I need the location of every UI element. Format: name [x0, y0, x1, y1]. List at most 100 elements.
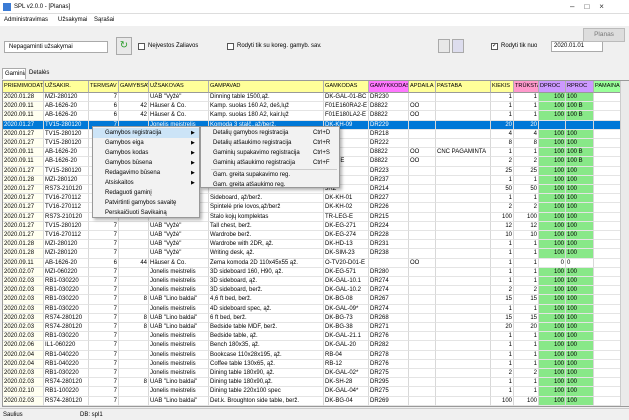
table-cell: RB1-030220: [44, 277, 89, 287]
separator: [211, 168, 337, 170]
scrollbar[interactable]: [620, 81, 629, 406]
table-cell: Žema komoda 2D 110x45x55 ąž.: [209, 258, 324, 268]
column-header[interactable]: TERMSAV: [89, 81, 119, 93]
table-cell: 7: [89, 341, 119, 351]
column-header[interactable]: KIEKIS: [491, 81, 514, 93]
table-cell: [324, 139, 369, 149]
submenu-option[interactable]: Gam. greita supakavimo reg.: [213, 172, 291, 178]
submenu-option[interactable]: Detalių gamybos registracija: [213, 130, 289, 136]
submenu-option[interactable]: Gam. greita atšaukimo reg.: [213, 182, 286, 188]
table-cell: Dinning table 1500,ąž.: [209, 93, 324, 103]
table-cell: MZI-280120: [44, 249, 89, 259]
table-cell: 2020.01.27: [3, 194, 44, 204]
menu-option[interactable]: Patvirtinti gamybos savaitę: [105, 200, 177, 206]
table-cell: [409, 249, 436, 259]
submenu-option[interactable]: Gaminių supakavimo registracija: [213, 150, 300, 156]
table-cell: 20: [491, 120, 514, 130]
status-bar: Saulius DB: spl1: [0, 408, 629, 420]
submenu-option[interactable]: Detalių atšaukimo registracija: [213, 140, 292, 146]
table-cell: 2020.02.03: [3, 332, 44, 342]
table-cell: Dining table 180x90, ąž.: [209, 369, 324, 379]
table-cell: MZI-280120: [44, 93, 89, 103]
table-cell: 2020.02.03: [3, 295, 44, 305]
menu-option[interactable]: Gamybos kodas: [105, 150, 149, 156]
table-cell: 7: [89, 313, 119, 323]
table-cell: TV15-280120: [44, 120, 89, 130]
menu-item[interactable]: Užsakymai: [58, 17, 88, 23]
table-cell: DK-EG-271: [324, 221, 369, 231]
column-header[interactable]: RPROC: [566, 81, 594, 93]
checkbox-label[interactable]: Rodyti tik su koreg. gamyb. sav.: [237, 43, 322, 49]
table-cell: 100: [566, 323, 594, 333]
table-cell: Det.k. Broughton side table, berž.: [209, 396, 324, 406]
column-header[interactable]: GAMPAVAD: [209, 81, 324, 93]
table-cell: 10: [514, 231, 539, 241]
column-header[interactable]: APDAILA: [409, 81, 436, 93]
date-input[interactable]: 2020.01.01: [551, 41, 603, 52]
column-header[interactable]: GAMYBSAV: [119, 81, 149, 93]
column-header[interactable]: DPROC: [539, 81, 566, 93]
checkbox[interactable]: [227, 43, 234, 50]
menu-option[interactable]: Atsiskaitos: [105, 180, 134, 186]
table-cell: [119, 396, 149, 406]
table-cell: 100: [566, 231, 594, 241]
table-cell: 20: [514, 323, 539, 333]
table-cell: AB-1626-20: [44, 102, 89, 112]
tab[interactable]: Gaminiai: [2, 68, 26, 79]
table-cell: 8: [491, 139, 514, 149]
table-cell: AB-1626-20: [44, 258, 89, 268]
window-controls[interactable]: –□×: [570, 2, 614, 11]
column-header[interactable]: GAMYKKODAS: [369, 81, 409, 93]
table-cell: 100: [539, 139, 566, 149]
menu-option[interactable]: Gamybos registracija: [93, 128, 199, 138]
table-cell: 1: [514, 258, 539, 268]
checkbox[interactable]: [138, 43, 145, 50]
table-cell: [436, 111, 491, 121]
checkbox-label[interactable]: Rodyti tik nuo: [501, 43, 538, 49]
column-header[interactable]: UŽSAKIR.: [44, 81, 89, 93]
column-header[interactable]: UŽSAKOVAS: [149, 81, 209, 93]
table-cell: 1: [514, 341, 539, 351]
menu-option[interactable]: Redagavimo būsena: [105, 170, 161, 176]
plan-button[interactable]: Planas: [583, 28, 625, 42]
column-header[interactable]: GAMKODAS: [324, 81, 369, 93]
table-cell: [594, 194, 621, 204]
table-cell: [409, 194, 436, 204]
toolbar-icon[interactable]: [452, 39, 464, 53]
table-cell: DR282: [369, 341, 409, 351]
table-cell: [119, 231, 149, 241]
window-title: SPL v2.0.0 - [Planas]: [14, 4, 71, 10]
menu-option[interactable]: Redaguoti gaminį: [105, 190, 152, 196]
table-cell: [436, 166, 491, 176]
selected-row[interactable]: [3, 120, 621, 130]
table-cell: D8822: [369, 102, 409, 112]
menu-item[interactable]: Sąrašai: [94, 17, 115, 23]
toolbar-icon[interactable]: [438, 39, 450, 53]
table-cell: 100: [566, 277, 594, 287]
refresh-button[interactable]: ↻: [116, 37, 132, 55]
table-cell: 2: [491, 203, 514, 213]
checkbox[interactable]: ✓: [491, 43, 498, 50]
table-cell: [594, 304, 621, 314]
menu-option[interactable]: Gamybos eiga: [105, 140, 144, 146]
table-cell: [436, 369, 491, 379]
menu-option[interactable]: Perskaičiuoti Savikainą: [105, 210, 167, 216]
table-cell: RS73-210120: [44, 185, 89, 195]
menu-option[interactable]: Gamybos būsena: [105, 160, 153, 166]
submenu-arrow: ▶: [191, 160, 195, 166]
menu-item[interactable]: Administravimas: [4, 17, 49, 23]
table-cell: 15: [491, 295, 514, 305]
table-cell: 1: [491, 240, 514, 250]
table-cell: DR230: [369, 93, 409, 103]
column-header[interactable]: PASTABA: [436, 81, 491, 93]
table-cell: 100: [566, 341, 594, 351]
table-cell: [409, 350, 436, 360]
table-cell: 100: [566, 286, 594, 296]
column-header[interactable]: TRŪKSTA: [514, 81, 539, 93]
column-header[interactable]: PAMAINA: [594, 81, 621, 93]
filter-dropdown[interactable]: Nepagaminti užsakymai: [4, 41, 108, 53]
submenu-option[interactable]: Gaminių atšaukimo registracija: [213, 160, 296, 166]
checkbox-label[interactable]: Neįvestos Žaliavos: [148, 43, 199, 49]
tab[interactable]: Detalės: [29, 70, 50, 76]
column-header[interactable]: PRIEMIMODATA: [3, 81, 44, 93]
